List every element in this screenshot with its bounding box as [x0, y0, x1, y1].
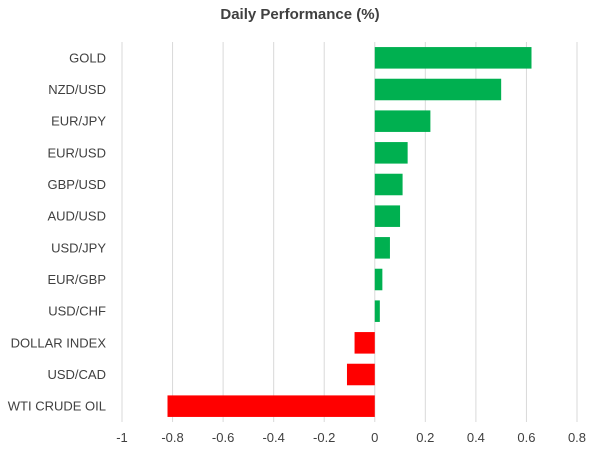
bar	[374, 142, 408, 164]
category-label: AUD/USD	[47, 209, 106, 224]
x-tick-label: -0.8	[161, 430, 183, 445]
category-label: NZD/USD	[48, 82, 106, 97]
x-tick-label: -0.2	[313, 430, 335, 445]
category-label: USD/CHF	[48, 304, 106, 319]
chart-title: Daily Performance (%)	[220, 6, 380, 23]
x-tick-label: -0.6	[212, 430, 234, 445]
category-label: EUR/USD	[47, 145, 106, 160]
bar	[374, 300, 380, 322]
category-label: USD/CAD	[47, 367, 106, 382]
x-tick-label: 0	[371, 430, 378, 445]
bar	[374, 237, 390, 259]
bar	[374, 205, 401, 227]
bar	[354, 332, 375, 354]
x-tick-label: -0.4	[262, 430, 284, 445]
bar	[374, 78, 502, 101]
bar	[167, 395, 375, 417]
category-label: USD/JPY	[51, 240, 106, 255]
category-label: GBP/USD	[47, 177, 106, 192]
x-tick-label: 0.4	[467, 430, 485, 445]
x-tick-label: 0.2	[416, 430, 434, 445]
category-label: GOLD	[69, 50, 106, 65]
bar	[346, 363, 375, 386]
x-tick-label: 0.6	[517, 430, 535, 445]
bar	[374, 268, 383, 291]
bar	[374, 173, 403, 196]
category-label: DOLLAR INDEX	[11, 335, 107, 350]
category-label: EUR/GBP	[47, 272, 106, 287]
category-label: EUR/JPY	[51, 114, 106, 129]
category-label: WTI CRUDE OIL	[8, 399, 106, 414]
bar	[374, 110, 431, 132]
bar	[374, 47, 532, 69]
x-tick-label: 0.8	[568, 430, 586, 445]
x-tick-label: -1	[116, 430, 128, 445]
